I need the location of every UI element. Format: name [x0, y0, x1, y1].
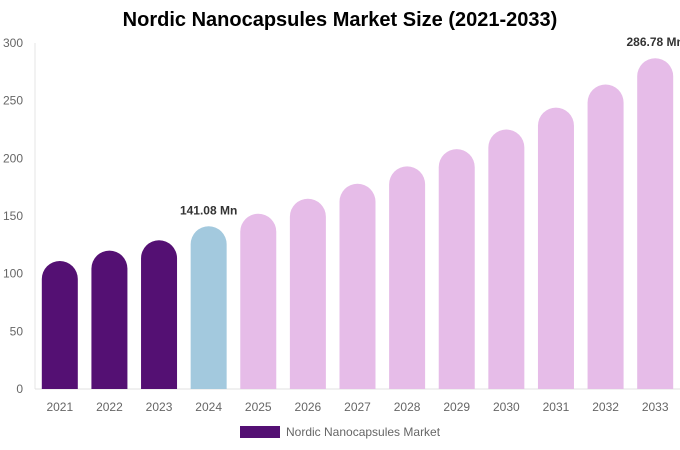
bar-2028	[389, 166, 426, 389]
x-tick-label: 2025	[245, 400, 272, 414]
legend-label: Nordic Nanocapsules Market	[286, 425, 441, 439]
x-tick-label: 2021	[46, 400, 73, 414]
y-tick-label: 300	[3, 36, 23, 50]
bar-2021	[41, 260, 78, 389]
x-tick-label: 2029	[443, 400, 470, 414]
bar-2024	[190, 226, 227, 389]
x-tick-label: 2023	[146, 400, 173, 414]
data-label: 286.78 Mn	[627, 35, 680, 49]
bar-2026	[289, 198, 326, 389]
chart-title: Nordic Nanocapsules Market Size (2021-20…	[122, 9, 558, 31]
x-tick-label: 2027	[344, 400, 371, 414]
bar-2029	[438, 149, 475, 389]
y-tick-label: 250	[3, 94, 23, 108]
bar-2022	[91, 250, 128, 389]
y-tick-label: 50	[10, 324, 24, 338]
x-tick-label: 2030	[493, 400, 520, 414]
y-tick-label: 100	[3, 267, 23, 281]
bar-2030	[488, 129, 525, 390]
legend[interactable]: Nordic Nanocapsules Market	[240, 425, 440, 439]
bar-2023	[141, 240, 178, 389]
bar-chart: 0 50 100 150 200 250 300 2021 2022 2023 2024 2025 20…	[3, 35, 680, 414]
x-tick-label: 2033	[642, 400, 669, 414]
bar-2027	[339, 183, 376, 389]
x-tick-label: 2026	[295, 400, 322, 414]
legend-swatch	[240, 426, 280, 438]
x-tick-label: 2022	[96, 400, 123, 414]
bar-2031	[537, 107, 574, 389]
data-label: 141.08 Mn	[180, 203, 237, 217]
x-tick-label: 2024	[195, 400, 222, 414]
y-tick-label: 0	[16, 382, 23, 396]
bar-2032	[587, 84, 624, 390]
x-tick-label: 2028	[394, 400, 421, 414]
y-tick-label: 200	[3, 151, 23, 165]
x-tick-label: 2032	[592, 400, 619, 414]
bar-2025	[240, 213, 277, 389]
bar-2033	[637, 58, 674, 390]
y-tick-label: 150	[3, 209, 23, 223]
x-tick-label: 2031	[543, 400, 570, 414]
